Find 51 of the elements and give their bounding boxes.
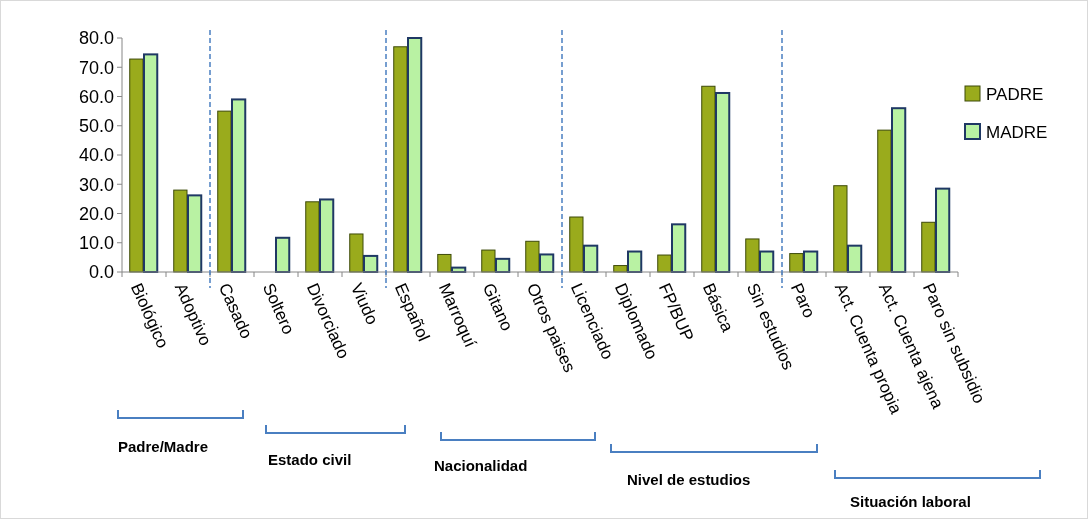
bar — [789, 253, 804, 273]
bar — [569, 216, 584, 273]
y-tick-label: 80.0 — [78, 28, 114, 49]
bar — [525, 240, 540, 273]
bar — [173, 189, 188, 273]
y-tick-label: 10.0 — [78, 233, 114, 254]
bar — [583, 244, 599, 273]
x-tick-label: Básica — [698, 280, 738, 336]
x-tick-label: Gitano — [478, 280, 517, 334]
x-tick-label: Paro — [786, 280, 819, 321]
y-tick-label: 20.0 — [78, 203, 114, 224]
bar — [481, 249, 496, 273]
y-tick-label: 30.0 — [78, 174, 114, 195]
legend-label: PADRE — [986, 84, 1044, 104]
bar — [231, 98, 247, 273]
bar — [877, 129, 892, 273]
legend-label: MADRE — [986, 122, 1048, 142]
bar — [393, 46, 408, 273]
x-tick-label: Viudo — [346, 280, 382, 328]
text: Padre/Madre — [118, 438, 209, 455]
bar — [539, 253, 555, 273]
bar — [921, 221, 936, 273]
y-tick-label: 40.0 — [78, 145, 114, 166]
bar — [187, 194, 203, 273]
bar — [143, 53, 159, 273]
bar — [891, 107, 907, 273]
bar — [129, 58, 144, 273]
y-tick-label: 0.0 — [88, 262, 114, 283]
bar — [935, 187, 951, 273]
y-tick-label: 60.0 — [78, 86, 114, 107]
bar — [305, 201, 320, 273]
y-tick-label: 70.0 — [78, 57, 114, 78]
bar — [319, 198, 335, 273]
bar — [349, 233, 364, 273]
bar — [715, 91, 731, 273]
bar — [701, 85, 716, 273]
x-tick-label: Soltero — [258, 280, 299, 338]
text: Estado civil — [268, 451, 352, 468]
text: Nivel de estudios — [627, 471, 751, 488]
bar — [437, 253, 452, 273]
text: Nacionalidad — [434, 457, 528, 474]
bar — [657, 254, 672, 273]
y-tick-label: 50.0 — [78, 116, 114, 137]
bar — [217, 110, 232, 273]
text: Situación laboral — [850, 493, 971, 510]
bar — [407, 37, 423, 273]
bar — [671, 223, 687, 273]
bar — [745, 238, 760, 273]
bar — [275, 236, 291, 273]
bar — [833, 185, 848, 273]
bar — [847, 244, 863, 273]
